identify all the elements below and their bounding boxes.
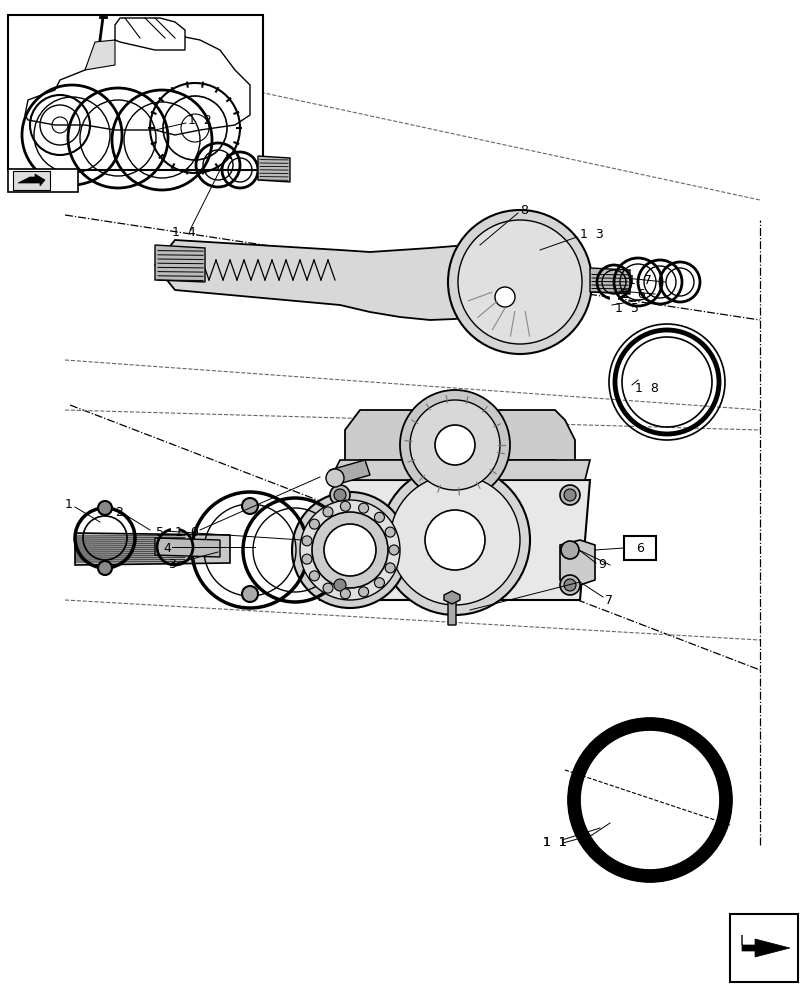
Polygon shape — [13, 171, 50, 190]
Text: 1  5: 1 5 — [614, 302, 638, 314]
Circle shape — [324, 524, 375, 576]
Circle shape — [457, 220, 581, 344]
Polygon shape — [75, 533, 230, 565]
Polygon shape — [590, 268, 629, 294]
Text: 1  4: 1 4 — [172, 226, 195, 239]
Circle shape — [98, 561, 112, 575]
Polygon shape — [329, 460, 590, 480]
Polygon shape — [18, 174, 45, 186]
Text: 8: 8 — [519, 204, 527, 217]
Polygon shape — [85, 40, 115, 70]
Circle shape — [388, 545, 398, 555]
Circle shape — [333, 489, 345, 501]
Polygon shape — [258, 156, 290, 182]
Circle shape — [323, 507, 333, 517]
Circle shape — [560, 485, 579, 505]
Circle shape — [302, 536, 311, 546]
Bar — [623, 536, 655, 560]
Circle shape — [380, 465, 530, 615]
Circle shape — [384, 527, 395, 537]
Circle shape — [340, 501, 350, 511]
Text: 1  1: 1 1 — [543, 836, 566, 849]
Polygon shape — [560, 540, 594, 585]
Text: 1  2: 1 2 — [188, 114, 212, 127]
Circle shape — [323, 583, 333, 593]
Circle shape — [374, 578, 384, 588]
Circle shape — [311, 512, 388, 588]
Text: 1  0: 1 0 — [175, 526, 199, 538]
Text: 5: 5 — [156, 526, 164, 538]
Circle shape — [389, 475, 519, 605]
Text: 1  3: 1 3 — [579, 228, 603, 240]
Circle shape — [374, 512, 384, 522]
Circle shape — [358, 503, 368, 513]
Text: 9: 9 — [597, 558, 605, 572]
Circle shape — [98, 501, 112, 515]
Circle shape — [448, 210, 591, 354]
Circle shape — [424, 510, 484, 570]
Circle shape — [292, 492, 407, 608]
Circle shape — [302, 554, 311, 564]
Circle shape — [340, 589, 350, 599]
Text: 3: 3 — [168, 558, 176, 572]
Polygon shape — [155, 538, 220, 557]
Circle shape — [410, 400, 500, 490]
Circle shape — [384, 563, 395, 573]
Polygon shape — [741, 935, 789, 957]
Circle shape — [400, 390, 509, 500]
Circle shape — [560, 575, 579, 595]
Bar — [8, 169, 78, 192]
Circle shape — [435, 425, 474, 465]
Polygon shape — [329, 460, 370, 485]
Circle shape — [564, 489, 575, 501]
Polygon shape — [320, 480, 590, 600]
Circle shape — [329, 485, 350, 505]
Circle shape — [333, 579, 345, 591]
Text: 6: 6 — [635, 542, 643, 554]
Bar — [729, 914, 797, 982]
Text: 1  7: 1 7 — [627, 273, 651, 286]
Circle shape — [309, 571, 319, 581]
Circle shape — [329, 575, 350, 595]
Circle shape — [358, 587, 368, 597]
Circle shape — [495, 287, 514, 307]
Circle shape — [309, 519, 319, 529]
Polygon shape — [25, 35, 250, 135]
Text: 1  8: 1 8 — [634, 381, 658, 394]
Circle shape — [325, 469, 344, 487]
Circle shape — [242, 498, 258, 514]
Text: 2: 2 — [115, 506, 122, 518]
Polygon shape — [345, 410, 574, 480]
Circle shape — [560, 541, 578, 559]
Polygon shape — [115, 18, 185, 50]
Text: 1  6: 1 6 — [621, 288, 645, 300]
Circle shape — [242, 586, 258, 602]
Polygon shape — [444, 591, 460, 604]
Text: 4: 4 — [163, 542, 170, 554]
Circle shape — [564, 579, 575, 591]
Polygon shape — [448, 600, 456, 625]
Polygon shape — [155, 245, 204, 282]
Bar — [8, 15, 263, 170]
Text: 7: 7 — [604, 593, 612, 606]
Circle shape — [299, 500, 400, 600]
Text: 1  1: 1 1 — [543, 836, 566, 849]
Text: 1: 1 — [65, 498, 73, 512]
Polygon shape — [155, 240, 509, 320]
